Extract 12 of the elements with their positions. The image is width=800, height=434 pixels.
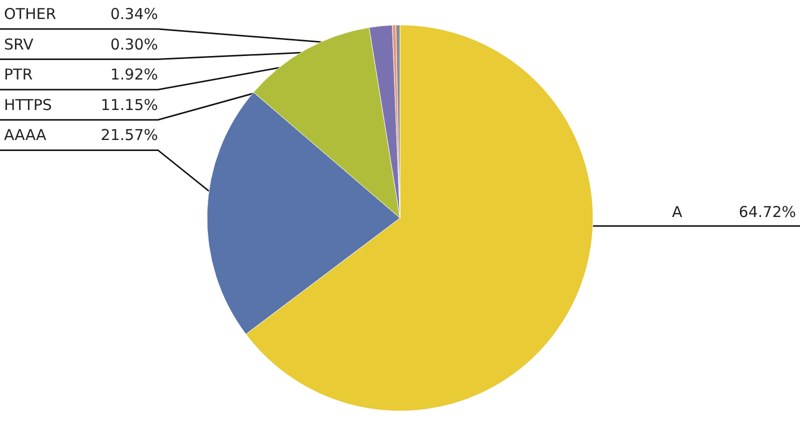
slice-label: SRV bbox=[4, 35, 34, 54]
slice-label: HTTPS bbox=[4, 96, 52, 114]
slice-label: A bbox=[672, 203, 683, 221]
data-label: 21.57% bbox=[100, 126, 158, 144]
data-label: 11.15% bbox=[100, 96, 158, 114]
data-label: 64.72% bbox=[738, 203, 796, 221]
slice-label: PTR bbox=[4, 66, 33, 84]
slice-label: AAAA bbox=[4, 126, 48, 144]
data-label: 0.30% bbox=[110, 35, 158, 54]
slice-label: OTHER bbox=[4, 5, 56, 23]
data-label: 0.34% bbox=[110, 5, 158, 23]
data-label: 1.92% bbox=[110, 66, 158, 84]
